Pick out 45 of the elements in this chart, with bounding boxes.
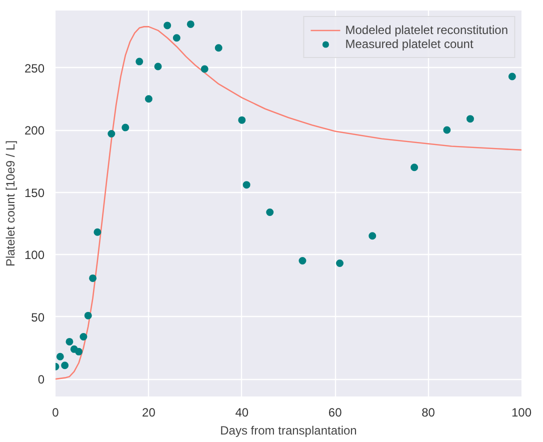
x-tick-label: 20 [142,406,156,420]
point [84,312,92,320]
point [56,352,64,360]
point [336,260,344,268]
point [200,65,208,73]
point [443,126,451,134]
point [122,124,130,132]
point [144,95,152,103]
y-tick-label: 100 [24,248,45,262]
x-tick-label: 40 [235,406,249,420]
point [214,44,222,52]
x-axis-title: Days from transplantation [220,424,357,438]
y-tick-label: 50 [31,310,45,324]
point [266,208,274,216]
point [61,362,69,370]
point [154,62,162,70]
point [466,115,474,123]
point [80,332,88,340]
point [66,338,74,346]
point [368,232,376,240]
x-tick-label: 100 [511,406,532,420]
legend-label: Measured platelet count [345,37,474,51]
x-tick-label: 0 [52,406,60,420]
point [508,72,516,80]
point [89,274,97,282]
y-tick-label: 150 [24,186,45,200]
y-tick-label: 0 [38,372,45,387]
point [172,34,180,42]
line-series [56,26,522,380]
point [108,130,116,138]
point [75,348,83,356]
point [94,228,102,236]
point [136,58,144,66]
point [410,164,418,172]
point [164,22,172,30]
y-axis-title: Platelet count [10e9 / L] [3,140,18,267]
legend-label: Modeled platelet reconstitution [345,23,508,37]
x-tick-label: 80 [422,406,436,420]
y-tick-label: 250 [24,61,45,76]
x-tick-label: 60 [328,406,342,420]
y-tick-label: 200 [24,124,45,138]
point [298,257,306,265]
point [238,116,246,124]
point [186,20,194,28]
point [242,181,250,189]
